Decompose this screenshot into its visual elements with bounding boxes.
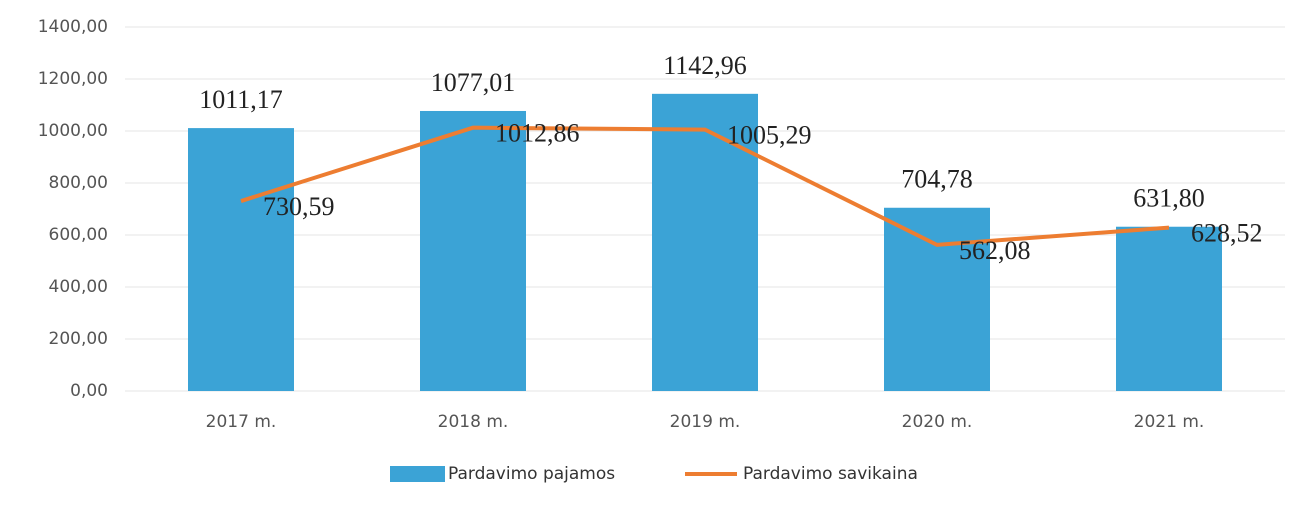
line-value-label: 562,08 <box>959 236 1031 265</box>
line <box>240 125 1170 247</box>
y-tick-label: 1400,00 <box>38 17 108 37</box>
bar-value-label: 1077,01 <box>431 68 516 97</box>
bar <box>652 93 758 392</box>
y-tick-label: 0,00 <box>70 381 108 401</box>
x-tick-label: 2019 m. <box>670 412 741 432</box>
y-tick-label: 800,00 <box>49 173 108 193</box>
line-value-label: 730,59 <box>263 192 335 221</box>
y-tick-label: 1000,00 <box>38 121 108 141</box>
bar-value-label: 1011,17 <box>199 85 283 114</box>
legend-label: Pardavimo savikaina <box>743 464 918 484</box>
y-tick-label: 400,00 <box>49 277 108 297</box>
legend-label: Pardavimo pajamos <box>448 464 615 484</box>
x-tick-label: 2020 m. <box>902 412 973 432</box>
bar <box>420 110 526 391</box>
y-tick-label: 1200,00 <box>38 69 108 89</box>
bar-value-label: 704,78 <box>901 165 973 194</box>
y-tick-label: 200,00 <box>49 329 108 349</box>
bar <box>1116 226 1222 391</box>
line-value-label: 628,52 <box>1191 219 1263 248</box>
x-tick-label: 2017 m. <box>206 412 277 432</box>
line-value-label: 1012,86 <box>495 119 580 148</box>
x-tick-label: 2021 m. <box>1134 412 1205 432</box>
bar-value-label: 631,80 <box>1133 184 1205 213</box>
bar <box>884 207 990 391</box>
x-tick-label: 2018 m. <box>438 412 509 432</box>
line-value-label: 1005,29 <box>727 121 812 150</box>
legend-swatch <box>390 466 445 482</box>
bar-value-label: 1142,96 <box>663 51 747 80</box>
y-tick-label: 600,00 <box>49 225 108 245</box>
bar <box>188 128 294 391</box>
